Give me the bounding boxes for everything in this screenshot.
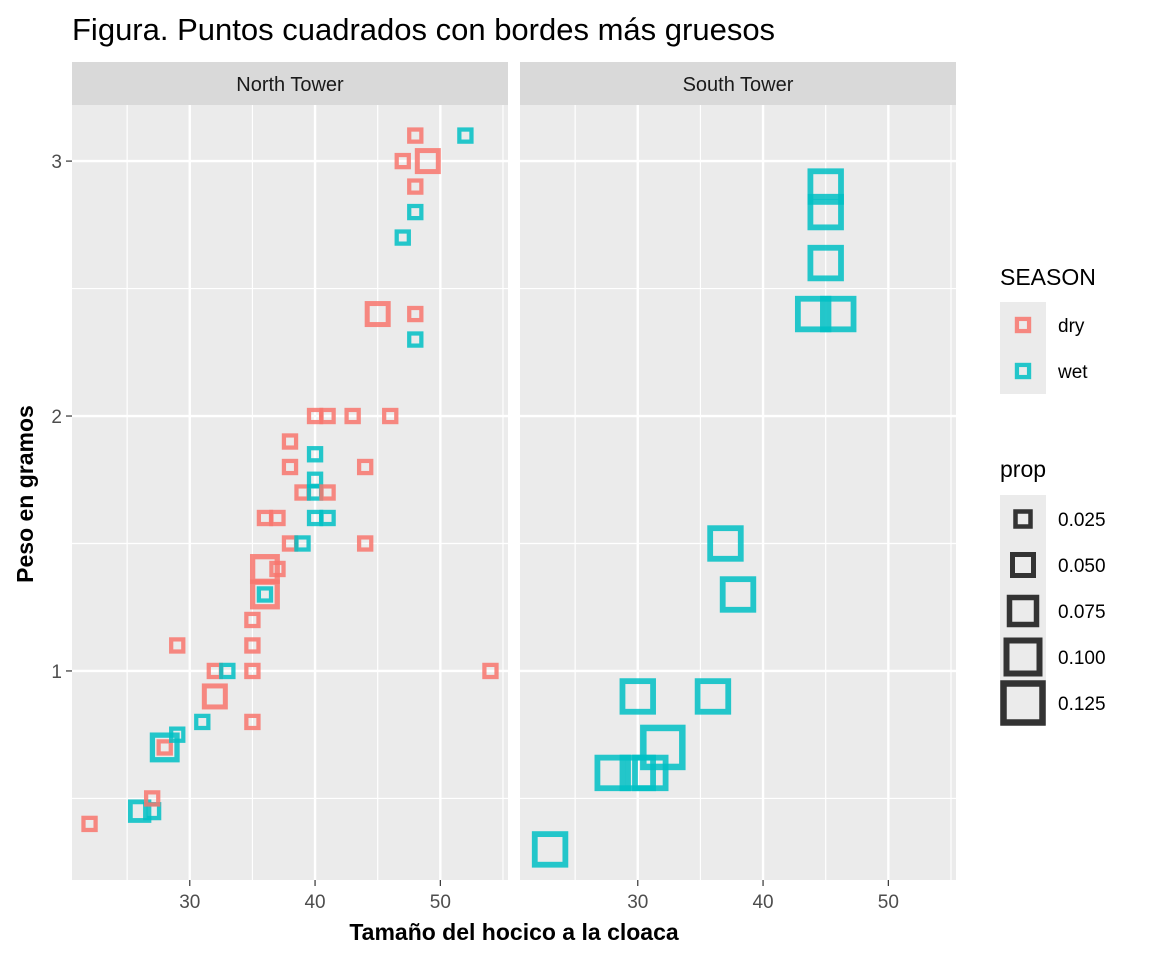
- data-point-wet: [169, 726, 186, 743]
- legend-size-label: 0.075: [1058, 602, 1106, 623]
- legend-size-key: [1000, 680, 1046, 726]
- data-point-wet: [407, 331, 424, 348]
- legend-size-label: 0.125: [1058, 694, 1106, 715]
- data-point-dry: [356, 458, 374, 476]
- data-point-dry: [249, 554, 280, 584]
- data-point-wet: [219, 662, 236, 680]
- data-point-wet: [306, 446, 324, 463]
- facet-label: South Tower: [683, 74, 794, 96]
- data-point-dry: [156, 739, 173, 756]
- legend-size-key: [1013, 509, 1033, 529]
- legend-size-key: [1006, 594, 1040, 628]
- data-point-dry: [81, 815, 98, 833]
- data-point-wet: [531, 831, 569, 868]
- x-tick-label: 40: [752, 892, 773, 913]
- legend-label-dry: dry: [1058, 316, 1085, 337]
- data-point-wet: [457, 127, 474, 144]
- x-tick-label: 50: [878, 892, 899, 913]
- data-point-wet: [707, 525, 744, 562]
- y-tick-label: 1: [51, 662, 62, 683]
- data-point-dry: [407, 127, 424, 144]
- legend-key-wet: [1014, 362, 1032, 380]
- panel-background: [72, 105, 508, 880]
- data-point-wet: [632, 754, 669, 792]
- x-tick-label: 50: [430, 892, 451, 913]
- data-point-wet: [807, 244, 844, 282]
- legend-key-background: [1000, 302, 1046, 394]
- y-axis-title: Peso en gramos: [12, 405, 38, 583]
- facet-strip: [72, 62, 508, 105]
- x-tick-label: 40: [304, 892, 325, 913]
- data-point-dry: [364, 301, 391, 328]
- legend-key-dry: [1014, 316, 1032, 334]
- legend-size-label: 0.050: [1058, 556, 1106, 577]
- legend-size-key: [1003, 637, 1043, 677]
- data-point-dry: [414, 148, 441, 175]
- data-point-dry: [201, 683, 228, 710]
- x-tick-label: 30: [179, 892, 200, 913]
- panel-background: [520, 105, 956, 880]
- data-point-wet: [319, 509, 336, 527]
- data-point-wet: [294, 535, 311, 552]
- data-point-dry: [482, 662, 499, 680]
- data-point-wet: [694, 678, 732, 715]
- legend-size-key: [1010, 552, 1036, 578]
- data-point-wet: [194, 713, 211, 731]
- data-point-dry: [394, 152, 411, 170]
- legend-label-wet: wet: [1057, 362, 1088, 383]
- x-axis-title: Tamaño del hocico a la cloaca: [349, 919, 679, 945]
- legend: SEASON dry wet prop 0.025 0.050 0.075 0.100 0.12…: [1000, 264, 1106, 726]
- data-point-dry: [143, 790, 161, 807]
- data-point-dry: [244, 611, 261, 629]
- y-tick-label: 2: [51, 407, 62, 428]
- data-point-wet: [594, 754, 631, 792]
- data-point-dry: [244, 662, 261, 680]
- legend-size-label: 0.100: [1058, 648, 1106, 669]
- data-point-dry: [244, 637, 261, 654]
- data-point-dry: [356, 535, 374, 552]
- data-point-wet: [619, 678, 656, 715]
- data-point-wet: [807, 193, 844, 231]
- data-point-wet: [306, 471, 324, 488]
- data-point-wet: [820, 295, 857, 333]
- legend-title-prop: prop: [1000, 456, 1046, 482]
- facet-panels: North Tower 30 40 50 1 2 3 South Tower 30 40 50: [51, 62, 956, 913]
- chart-title: Figura. Puntos cuadrados con bordes más …: [72, 12, 775, 47]
- data-point-wet: [149, 732, 180, 763]
- data-point-dry: [269, 560, 286, 578]
- data-point-dry: [407, 305, 424, 323]
- data-point-wet: [719, 576, 757, 613]
- x-tick-label: 30: [627, 892, 648, 913]
- facet-strip: [520, 62, 956, 105]
- data-point-dry: [281, 458, 299, 476]
- facet-panel: South Tower 30 40 50: [520, 62, 956, 913]
- data-point-wet: [407, 203, 424, 221]
- data-point-dry: [244, 713, 261, 731]
- data-point-dry: [407, 178, 424, 195]
- data-point-wet: [256, 586, 274, 603]
- legend-size-label: 0.025: [1058, 510, 1106, 531]
- data-point-dry: [169, 637, 186, 654]
- data-point-dry: [319, 484, 336, 501]
- data-point-wet: [807, 168, 844, 205]
- data-point-dry: [269, 509, 286, 527]
- data-point-dry: [281, 433, 299, 450]
- legend-title-season: SEASON: [1000, 264, 1096, 290]
- facet-panel: North Tower 30 40 50 1 2 3: [51, 62, 508, 913]
- data-point-dry: [319, 407, 336, 425]
- data-point-dry: [344, 407, 361, 425]
- data-point-dry: [382, 407, 399, 425]
- facet-label: North Tower: [236, 74, 344, 96]
- y-tick-label: 3: [51, 152, 62, 173]
- data-point-wet: [794, 295, 832, 333]
- data-point-wet: [127, 799, 152, 823]
- data-point-wet: [394, 229, 411, 246]
